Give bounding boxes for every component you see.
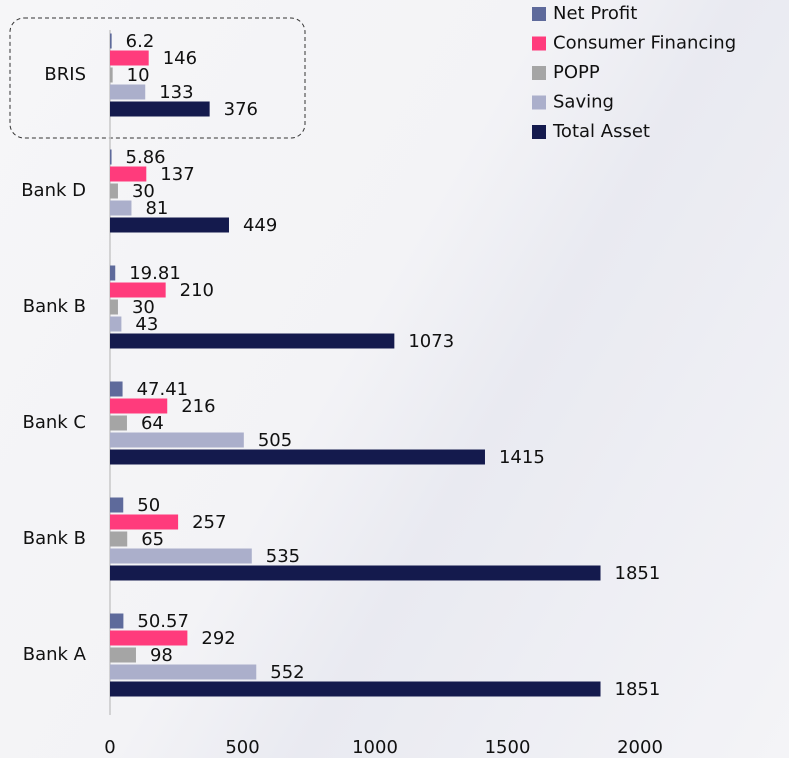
bar [110,84,146,100]
highlight-box [9,17,306,139]
bar [110,50,149,66]
bar [110,613,124,629]
value-label: 98 [150,645,173,666]
value-label: 1851 [615,563,661,584]
value-label: 30 [132,181,155,202]
bar [110,101,210,117]
bar [110,265,116,281]
category-label: Bank A [23,644,87,665]
value-label: 257 [192,512,226,533]
value-label: 47.41 [137,379,189,400]
value-label: 1415 [499,447,545,468]
x-tick-label: 500 [225,737,259,758]
value-label: 535 [266,546,300,567]
bar [110,381,123,397]
legend-swatch [532,36,546,51]
bar [110,282,166,298]
x-tick-label: 1000 [352,737,398,758]
value-label: 1073 [408,331,454,352]
value-label: 43 [135,314,158,335]
value-label: 1851 [615,679,661,700]
bar [110,514,179,530]
legend-swatch [532,125,546,139]
legend-label: Total Asset [552,121,650,142]
bar [110,565,601,581]
bar [110,432,244,448]
bar [110,33,112,49]
legend-label: Saving [553,92,614,113]
bar [110,664,257,680]
bar [110,548,252,564]
legend-swatch [532,66,546,80]
bar [110,299,118,315]
value-label: 137 [160,164,194,185]
value-label: 6.2 [126,31,155,52]
value-label: 376 [224,99,258,120]
bar [110,333,395,349]
value-label: 216 [181,396,215,417]
bar [110,497,124,513]
value-label: 552 [270,662,304,683]
bar [110,183,118,199]
value-label: 449 [243,215,277,236]
value-label: 30 [132,297,155,318]
value-label: 210 [180,280,214,301]
value-label: 505 [258,430,292,451]
bar [110,415,127,431]
category-label: Bank D [21,180,86,201]
legend-swatch [532,7,546,21]
value-label: 292 [201,628,235,649]
legend-label: POPP [553,62,600,83]
value-label: 133 [159,82,193,103]
bar [110,398,168,414]
x-tick-label: 0 [104,737,115,758]
category-label: Bank B [23,528,86,549]
bar [110,316,122,332]
bar [110,217,229,233]
bar [110,200,132,216]
bar [110,67,113,83]
bar [110,630,188,646]
bar [110,681,601,697]
value-label: 5.86 [126,147,166,168]
bar [110,149,112,165]
value-label: 81 [145,198,168,219]
legend-swatch [532,95,546,110]
value-label: 50 [137,495,160,516]
bar [110,449,485,465]
bar [110,166,147,182]
category-label: Bank B [23,296,86,317]
bar [110,531,128,547]
value-label: 10 [127,65,150,86]
value-label: 64 [141,413,164,434]
value-label: 65 [141,529,164,550]
value-label: 146 [163,48,197,69]
x-tick-label: 2000 [617,737,663,758]
value-label: 50.57 [137,611,189,632]
value-label: 19.81 [129,263,181,284]
legend-label: Net Profit [553,3,637,24]
category-label: Bank C [22,412,86,433]
legend-label: Consumer Financing [553,33,736,54]
x-tick-label: 1500 [485,737,531,758]
category-label: BRIS [44,64,86,85]
bar [110,647,136,663]
